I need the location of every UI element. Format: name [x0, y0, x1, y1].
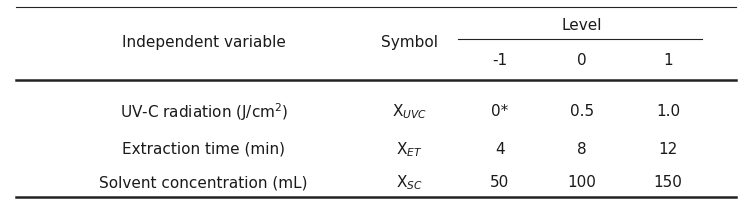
Text: $\mathrm{X}_{SC}$: $\mathrm{X}_{SC}$: [396, 173, 423, 192]
Text: 0.5: 0.5: [570, 104, 594, 119]
Text: 100: 100: [568, 175, 596, 190]
Text: Symbol: Symbol: [381, 35, 438, 50]
Text: UV-C radiation (J/cm$^2$): UV-C radiation (J/cm$^2$): [120, 101, 288, 123]
Text: 8: 8: [578, 142, 587, 157]
Text: Extraction time (min): Extraction time (min): [122, 142, 285, 157]
Text: 50: 50: [490, 175, 509, 190]
Text: 4: 4: [495, 142, 505, 157]
Text: $\mathrm{X}_{UVC}$: $\mathrm{X}_{UVC}$: [392, 102, 427, 121]
Text: 0*: 0*: [491, 104, 508, 119]
Text: 0: 0: [578, 53, 587, 68]
Text: 1.0: 1.0: [656, 104, 681, 119]
Text: Independent variable: Independent variable: [122, 35, 286, 50]
Text: Solvent concentration (mL): Solvent concentration (mL): [99, 175, 308, 190]
Text: -1: -1: [492, 53, 507, 68]
Text: $\mathrm{X}_{ET}$: $\mathrm{X}_{ET}$: [396, 140, 423, 159]
Text: 150: 150: [653, 175, 683, 190]
Text: 1: 1: [663, 53, 673, 68]
Text: Level: Level: [562, 18, 602, 33]
Text: 12: 12: [659, 142, 678, 157]
